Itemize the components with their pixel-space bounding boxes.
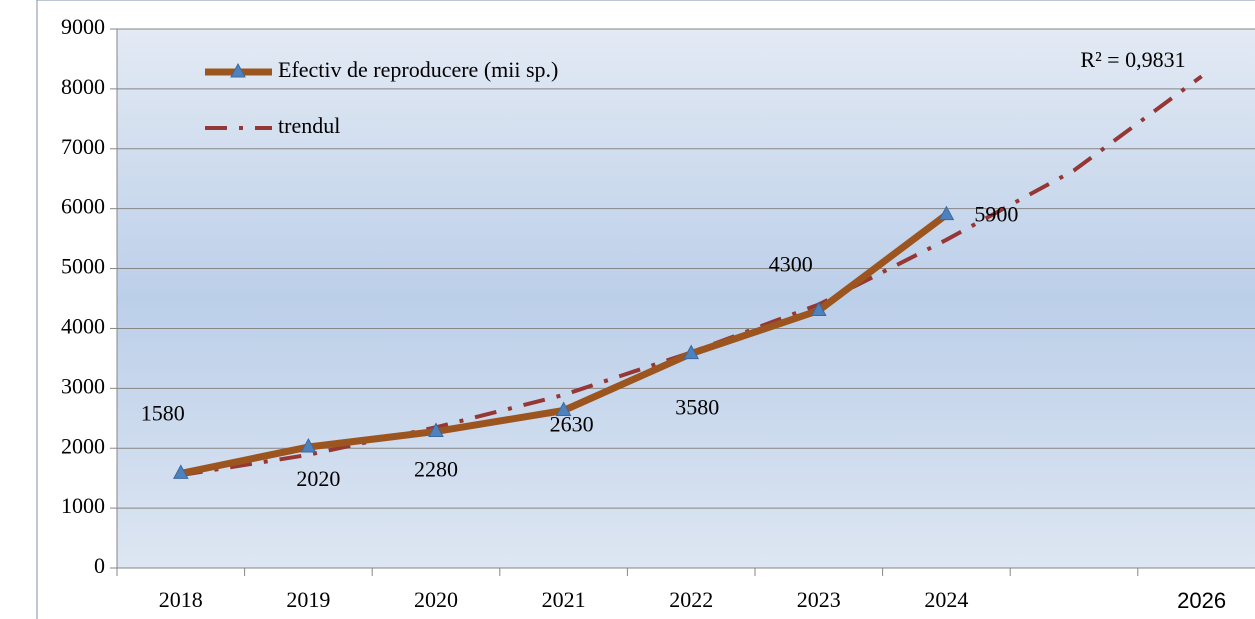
x-tick-label: 2023 <box>797 587 841 612</box>
x-tick-label: 2019 <box>286 587 330 612</box>
legend-marker <box>230 62 246 78</box>
data-label: 5900 <box>974 202 1018 227</box>
annotation: R² = 0,9831 <box>1080 47 1185 72</box>
x-tick-label: 2020 <box>414 587 458 612</box>
plot-area <box>116 28 1255 569</box>
marker <box>810 301 827 316</box>
marker <box>300 437 317 453</box>
data-label: 2630 <box>550 412 594 437</box>
y-tick-label: 9000 <box>61 14 105 39</box>
y-tick-label: 1000 <box>61 493 105 518</box>
x-tick-label: 2024 <box>924 587 968 612</box>
y-tick-label: 4000 <box>61 313 105 338</box>
data-label: 2020 <box>296 466 340 491</box>
y-tick-label: 3000 <box>61 373 105 398</box>
data-label: 1580 <box>141 400 185 425</box>
y-tick-label: 5000 <box>61 254 105 279</box>
marker <box>428 422 444 437</box>
x-tick-label: 2022 <box>669 587 713 612</box>
marker <box>555 401 572 416</box>
marker <box>683 344 700 360</box>
y-tick-label: 8000 <box>61 74 105 99</box>
legend-label: trendul <box>278 113 340 138</box>
y-tick-label: 7000 <box>61 134 105 159</box>
y-tick-label: 6000 <box>61 194 105 219</box>
data-label: 2280 <box>414 457 458 482</box>
x-tick-label: 2018 <box>159 587 203 612</box>
x-tick-label: 2026 <box>1177 588 1226 613</box>
data-label: 3580 <box>675 395 719 420</box>
marker <box>172 464 189 479</box>
trend-line <box>180 74 1203 478</box>
data-label: 4300 <box>769 252 813 277</box>
y-tick-label: 2000 <box>61 433 105 458</box>
legend-label: Efectiv de reproducere (mii sp.) <box>278 57 558 82</box>
y-tick-label: 0 <box>94 553 105 578</box>
x-tick-label: 2021 <box>542 587 586 612</box>
marker <box>938 205 955 221</box>
